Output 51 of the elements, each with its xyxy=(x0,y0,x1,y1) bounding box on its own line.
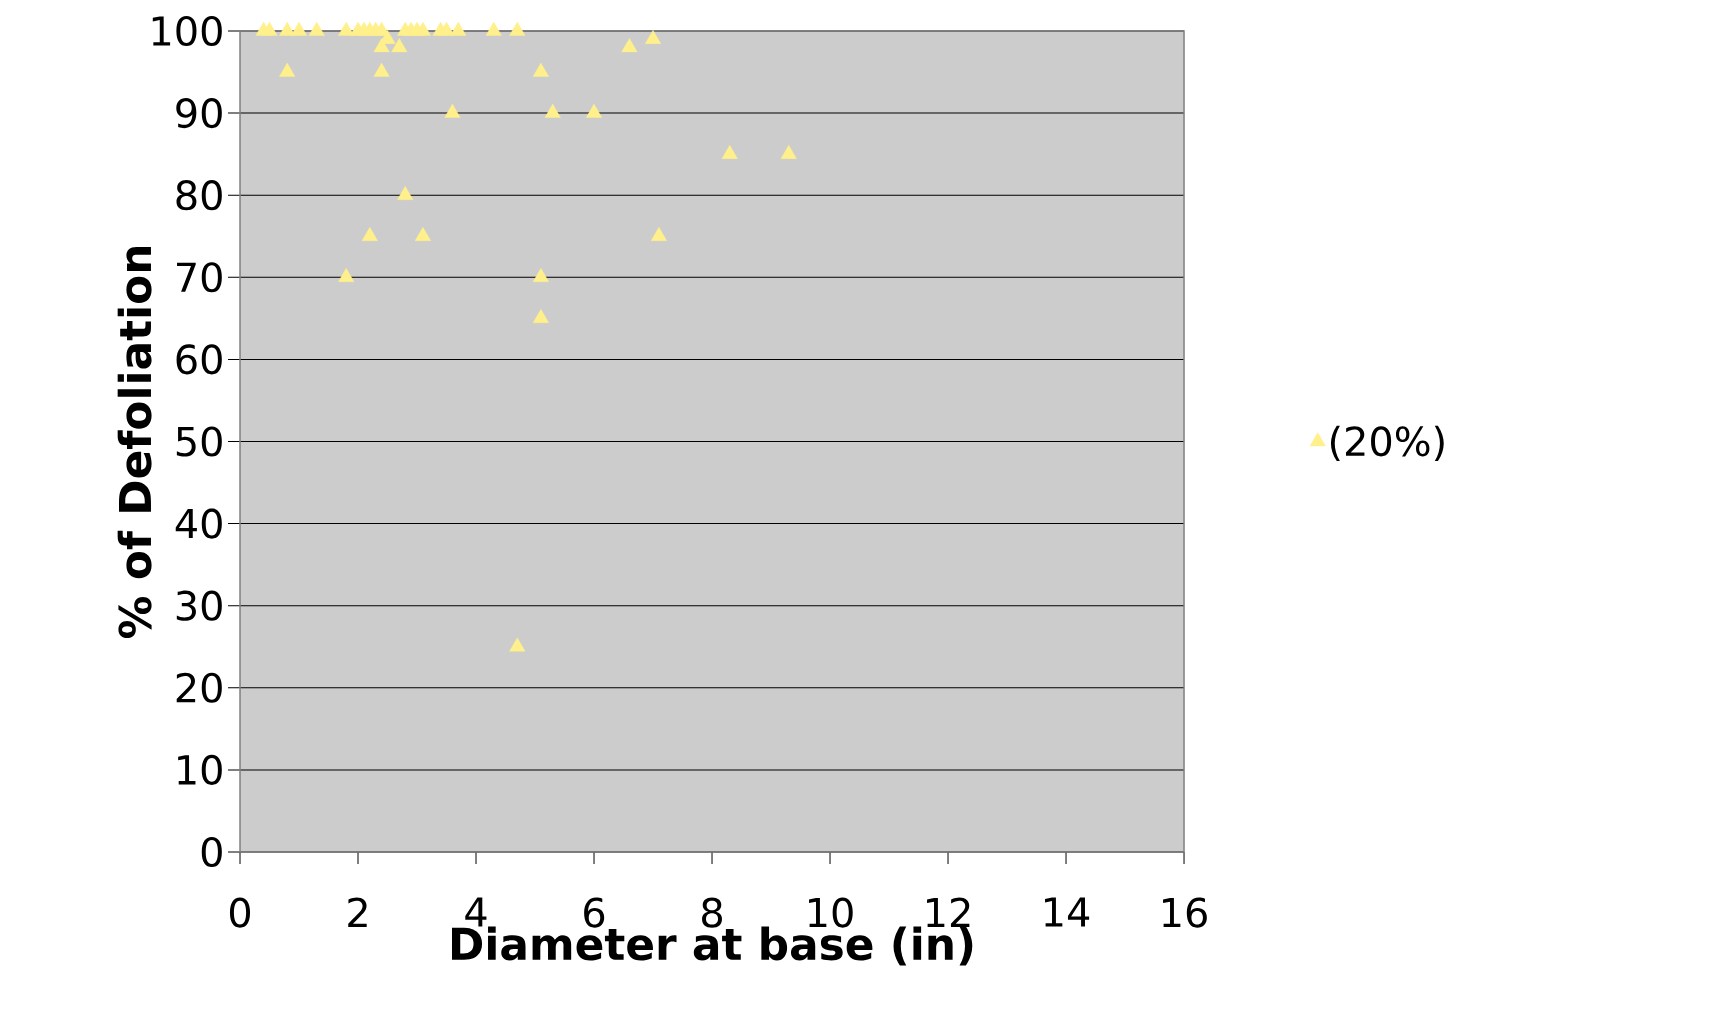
point xyxy=(338,21,355,36)
point xyxy=(532,268,549,282)
y-tick-label: 100 xyxy=(152,15,222,47)
point xyxy=(532,309,549,324)
y-tick-label: 20 xyxy=(176,672,222,703)
point xyxy=(645,29,662,44)
point xyxy=(509,637,526,652)
y-tick-label: 50 xyxy=(176,426,222,457)
point xyxy=(391,38,408,53)
y-tick-label: 10 xyxy=(178,754,222,785)
y-axis-title: % of Defoliation xyxy=(117,246,152,639)
y-tick-label: 40 xyxy=(175,508,222,539)
point xyxy=(444,103,461,118)
x-tick-label: 12 xyxy=(927,897,970,928)
y-tick-label: 30 xyxy=(176,590,222,621)
y-tick-label: 60 xyxy=(176,344,222,375)
point xyxy=(308,21,325,36)
point xyxy=(509,21,526,36)
x-tick-label: 0 xyxy=(229,897,251,928)
point xyxy=(544,103,561,118)
point xyxy=(438,21,455,36)
x-tick-label: 14 xyxy=(1045,897,1090,927)
point xyxy=(450,21,467,36)
x-tick-label: 16 xyxy=(1163,897,1207,928)
point xyxy=(586,103,603,118)
x-tick-label: 2 xyxy=(348,897,367,928)
x-tick-label: 8 xyxy=(702,897,722,928)
y-tick-label: 80 xyxy=(176,180,222,211)
point xyxy=(532,62,549,77)
point xyxy=(279,21,296,36)
x-tick-label: 6 xyxy=(584,897,605,928)
point xyxy=(373,38,390,53)
point xyxy=(414,227,431,241)
point xyxy=(261,21,278,36)
point xyxy=(780,144,797,159)
point xyxy=(650,227,667,241)
point xyxy=(485,21,502,36)
point xyxy=(621,38,638,53)
point xyxy=(291,21,307,36)
point xyxy=(721,144,738,159)
x-tick-label: 4 xyxy=(465,897,487,927)
y-tick-label: 90 xyxy=(176,98,222,129)
x-tick-label: 10 xyxy=(809,897,853,928)
point xyxy=(361,227,378,241)
point xyxy=(397,185,414,200)
point xyxy=(338,268,355,282)
y-tick-label: 70 xyxy=(177,262,222,293)
legend-label: (20%) xyxy=(1330,425,1444,462)
point xyxy=(373,62,390,77)
point xyxy=(279,62,296,77)
y-tick-label: 0 xyxy=(201,836,222,868)
